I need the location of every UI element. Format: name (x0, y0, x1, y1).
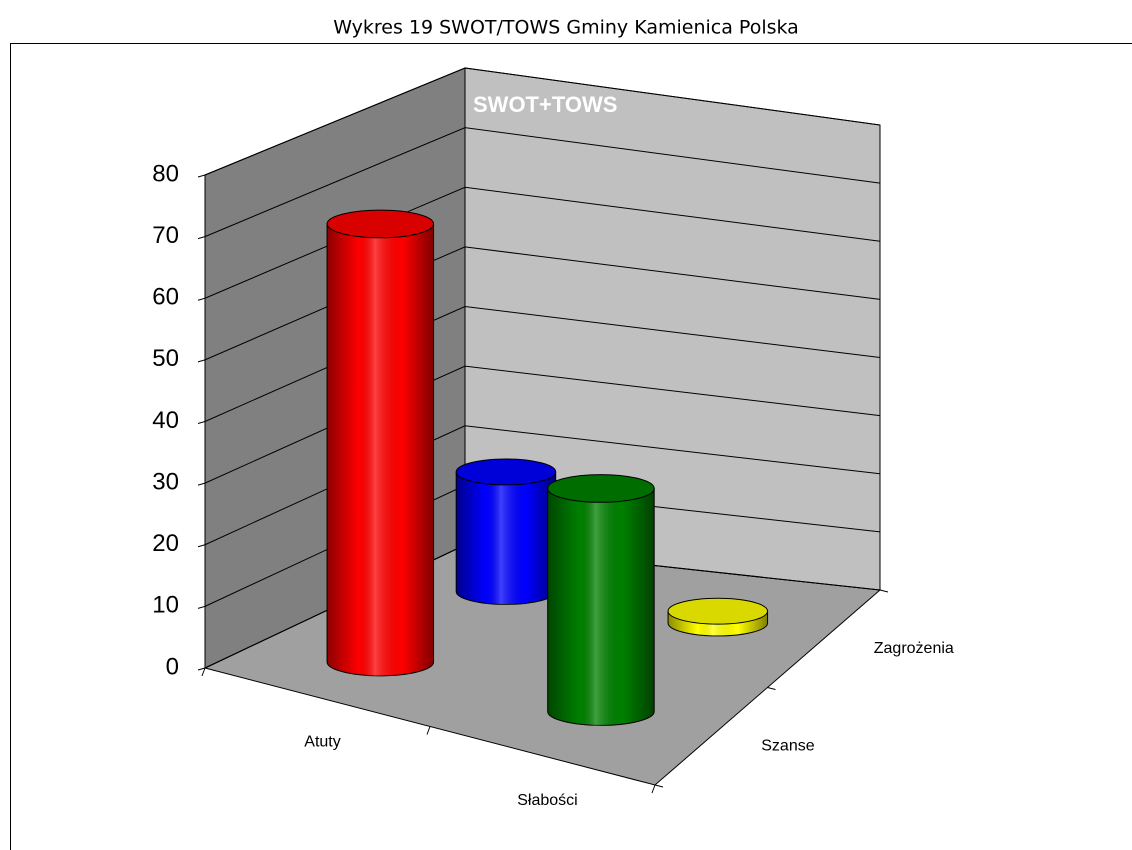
y-tick (197, 359, 206, 363)
y-tick (197, 482, 206, 486)
grid-line (204, 425, 881, 546)
cylinder-top-shade (456, 459, 556, 485)
y-tick-label: 60 (152, 284, 179, 311)
x-tick-label: Słabości (517, 792, 577, 809)
grid-line (204, 127, 881, 238)
grid-line (204, 305, 881, 422)
y-tick-label: 20 (152, 530, 179, 557)
depth-label: Zagrożenia (874, 640, 954, 657)
cylinder-top (547, 474, 655, 503)
chart-title: Wykres 19 SWOT/TOWS Gminy Kamienica Pols… (333, 17, 799, 39)
x-tick (651, 784, 656, 794)
y-tick-label: 40 (152, 407, 179, 434)
cylinder-shade (327, 223, 434, 676)
y-tick (197, 605, 206, 609)
cylinder-shade (456, 471, 556, 605)
x-tick (201, 667, 206, 677)
y-tick (197, 544, 206, 548)
y-tick-label: 0 (166, 653, 179, 680)
cylinder-top-shade (668, 598, 768, 625)
annotation: SWOT+TOWS (473, 92, 617, 117)
cylinder (667, 597, 769, 637)
cylinder (547, 474, 655, 726)
cylinder-top-shade (547, 474, 655, 503)
y-tick (197, 667, 206, 671)
y-tick (197, 236, 206, 240)
cylinder (326, 209, 435, 677)
cylinder (455, 458, 557, 605)
cylinder-top (667, 597, 769, 625)
x-tick-label: Atuty (304, 733, 340, 750)
grid-line (204, 67, 881, 176)
chart-frame (10, 43, 1132, 850)
y-tick (197, 297, 206, 301)
grid-line (204, 365, 881, 484)
cylinder-shade (547, 488, 655, 726)
grid-line (204, 246, 881, 361)
y-tick-label: 70 (152, 222, 179, 249)
depth-tick (767, 687, 776, 690)
depth-tick (654, 784, 664, 788)
cylinder-top (326, 209, 435, 239)
y-tick (197, 421, 206, 424)
y-tick-label: 10 (152, 592, 179, 619)
x-tick (426, 726, 431, 735)
depth-tick (879, 589, 889, 593)
y-tick-label: 50 (152, 345, 179, 372)
depth-label: Szanse (761, 737, 814, 754)
y-tick-label: 80 (152, 160, 179, 187)
y-tick (197, 174, 206, 178)
cylinder-top (455, 458, 557, 486)
y-tick-label: 30 (152, 468, 179, 495)
cylinder-top-shade (327, 210, 434, 238)
grid-line (204, 186, 881, 299)
